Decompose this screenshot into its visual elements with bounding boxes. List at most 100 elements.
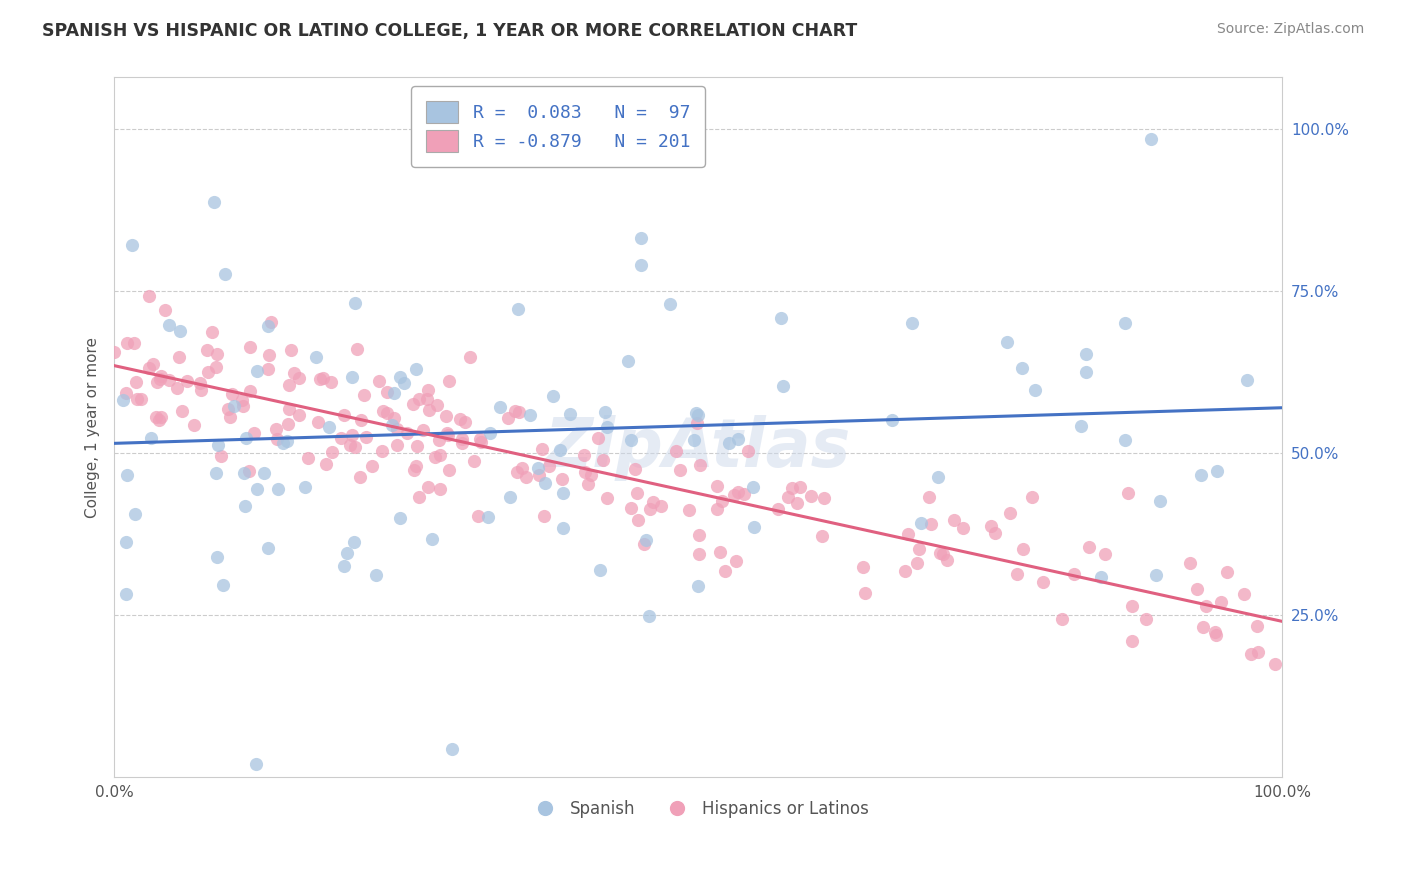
Point xyxy=(1192,620,1215,634)
Point xyxy=(356,430,378,444)
Point xyxy=(593,405,616,419)
Point xyxy=(239,340,262,354)
Point xyxy=(541,389,564,403)
Point xyxy=(943,513,966,527)
Point xyxy=(1215,566,1237,580)
Point xyxy=(1209,595,1232,609)
Point xyxy=(257,319,280,334)
Point xyxy=(688,548,710,562)
Point xyxy=(288,371,311,385)
Point xyxy=(297,451,319,466)
Point xyxy=(176,374,198,388)
Point xyxy=(233,499,256,513)
Point xyxy=(1074,365,1097,379)
Point xyxy=(449,411,471,425)
Point xyxy=(169,324,191,338)
Point xyxy=(503,403,526,417)
Point xyxy=(1187,582,1209,596)
Point xyxy=(416,383,439,397)
Point xyxy=(202,194,225,209)
Point xyxy=(579,467,602,482)
Point xyxy=(121,238,143,252)
Point xyxy=(385,422,408,436)
Point xyxy=(370,444,392,458)
Point xyxy=(1140,132,1163,146)
Point xyxy=(450,436,472,450)
Point xyxy=(418,402,440,417)
Point xyxy=(437,428,460,442)
Point xyxy=(157,373,180,387)
Point xyxy=(260,315,283,329)
Point xyxy=(321,376,343,390)
Point xyxy=(678,503,700,517)
Text: Source: ZipAtlas.com: Source: ZipAtlas.com xyxy=(1216,22,1364,37)
Point xyxy=(477,509,499,524)
Point xyxy=(1021,490,1043,504)
Point xyxy=(408,490,430,504)
Point xyxy=(724,554,747,568)
Point xyxy=(276,434,298,449)
Point xyxy=(190,383,212,397)
Legend: Spanish, Hispanics or Latinos: Spanish, Hispanics or Latinos xyxy=(522,793,876,824)
Point xyxy=(1070,419,1092,434)
Point xyxy=(638,608,661,623)
Point xyxy=(138,289,160,303)
Point xyxy=(789,480,811,494)
Point xyxy=(1011,360,1033,375)
Point xyxy=(998,506,1021,520)
Point xyxy=(207,550,229,565)
Point xyxy=(689,458,711,473)
Point xyxy=(307,415,329,429)
Point xyxy=(1180,556,1202,570)
Point xyxy=(936,553,959,567)
Point xyxy=(219,410,242,425)
Point xyxy=(470,435,492,450)
Point xyxy=(436,426,458,441)
Point xyxy=(429,448,451,462)
Point xyxy=(201,325,224,339)
Point xyxy=(451,432,474,446)
Point xyxy=(1090,570,1112,584)
Point xyxy=(1149,494,1171,508)
Point xyxy=(371,404,394,418)
Point xyxy=(124,375,146,389)
Point xyxy=(330,431,353,445)
Point xyxy=(1135,612,1157,626)
Point xyxy=(416,392,439,406)
Point xyxy=(538,458,561,473)
Point xyxy=(1116,485,1139,500)
Point xyxy=(235,431,257,445)
Point xyxy=(388,511,411,525)
Point xyxy=(929,546,952,560)
Point xyxy=(339,438,361,452)
Point xyxy=(103,345,125,359)
Point xyxy=(533,476,555,491)
Point xyxy=(271,436,294,450)
Point xyxy=(382,386,405,401)
Point xyxy=(1077,540,1099,554)
Point xyxy=(1206,464,1229,478)
Point xyxy=(188,376,211,390)
Point xyxy=(266,482,288,496)
Point xyxy=(246,482,269,496)
Point xyxy=(309,372,332,386)
Point xyxy=(207,438,229,452)
Point xyxy=(321,445,343,459)
Point xyxy=(437,463,460,477)
Point xyxy=(512,461,534,475)
Point xyxy=(361,459,384,474)
Point xyxy=(706,479,728,493)
Point xyxy=(1074,347,1097,361)
Point xyxy=(138,361,160,376)
Point xyxy=(253,466,276,480)
Point xyxy=(124,507,146,521)
Point xyxy=(396,425,419,440)
Point xyxy=(1121,599,1143,614)
Point xyxy=(122,335,145,350)
Point xyxy=(553,520,575,534)
Point xyxy=(305,350,328,364)
Point xyxy=(427,434,450,448)
Point xyxy=(706,501,728,516)
Point xyxy=(686,416,709,430)
Point xyxy=(683,433,706,447)
